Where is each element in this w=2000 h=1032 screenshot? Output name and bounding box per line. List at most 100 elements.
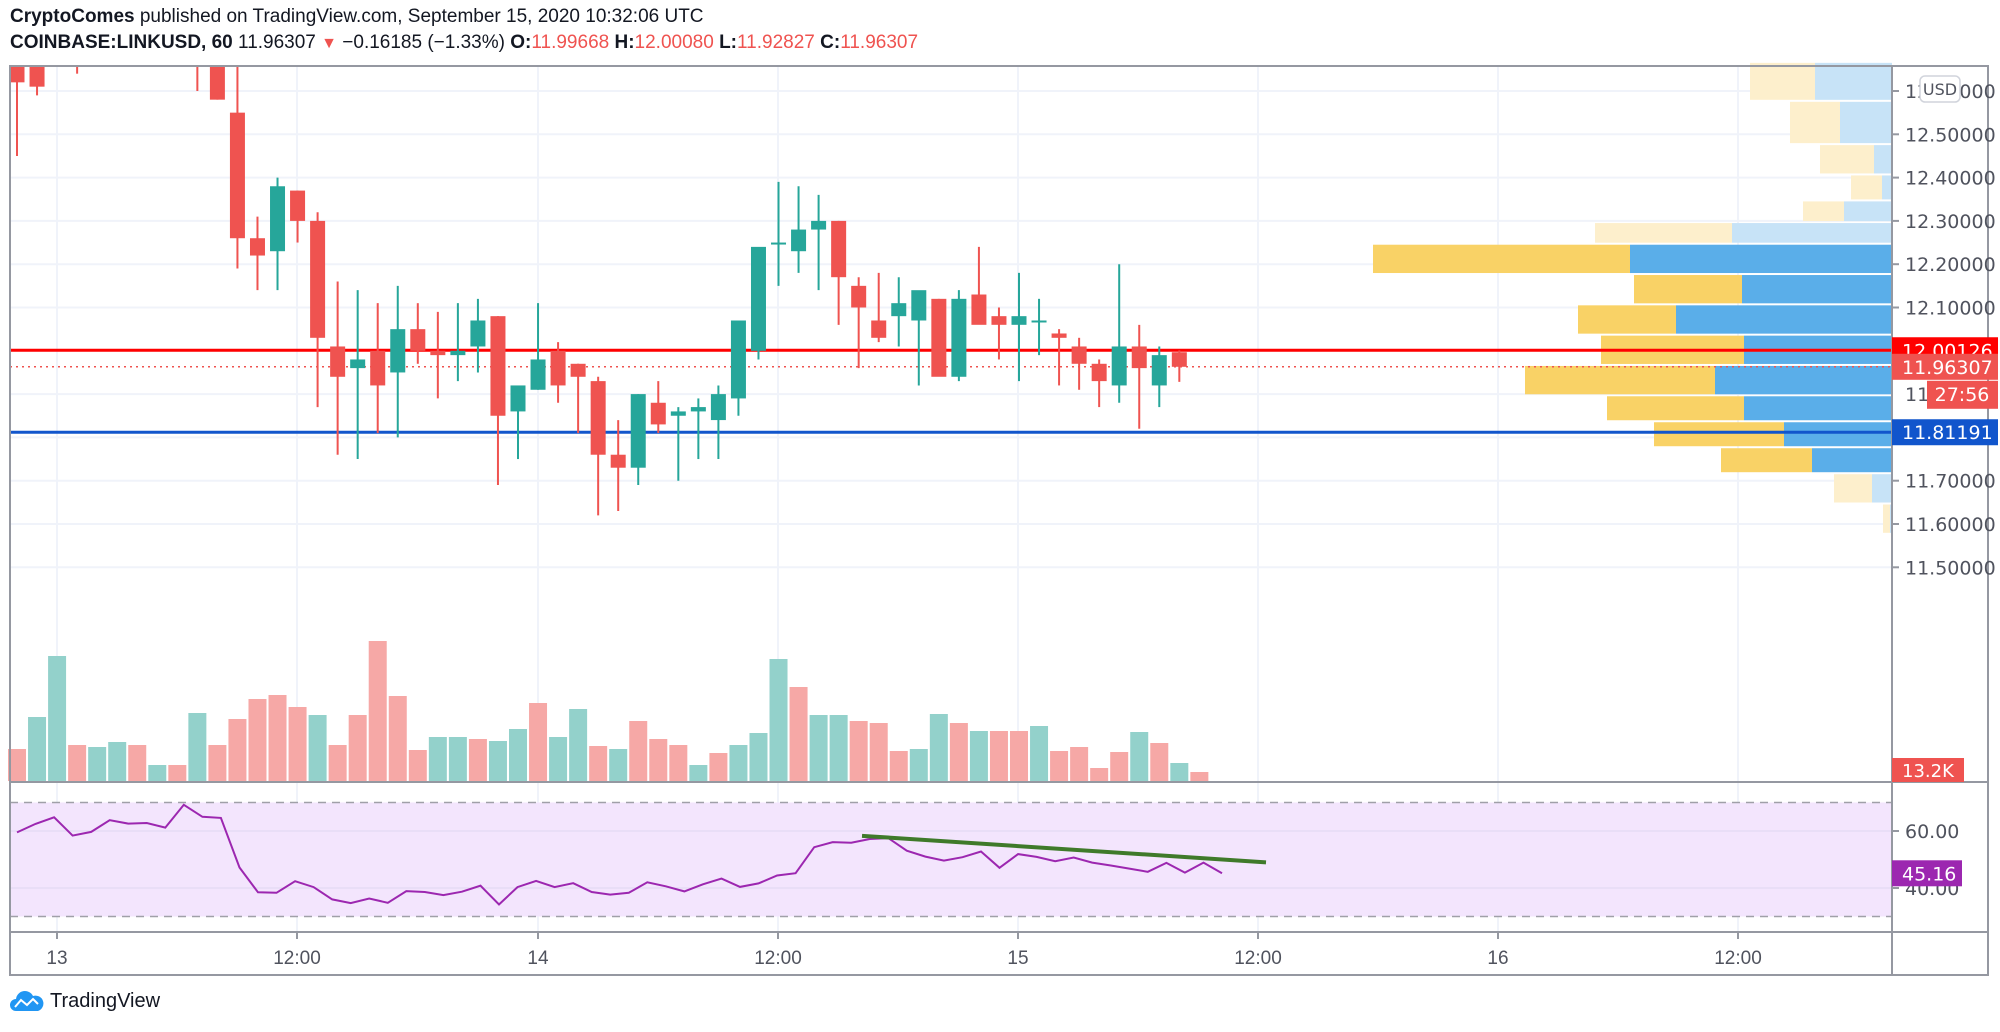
volume-bar <box>669 745 688 781</box>
volume-label-bg <box>1892 758 1964 782</box>
rsi-value-label: 45.16 <box>1902 863 1956 885</box>
volume-bar <box>829 715 848 781</box>
rsi-tick-label: 60.00 <box>1905 821 1959 843</box>
volume-bar <box>248 699 267 781</box>
candle-body <box>951 298 967 377</box>
volume-bar <box>448 737 467 781</box>
candle-body <box>249 238 265 256</box>
last-price: 11.96307 <box>238 32 316 53</box>
price-tick-label: 12.40000 <box>1905 168 1996 190</box>
candle-body <box>410 329 426 351</box>
brand-name: TradingView <box>50 990 161 1012</box>
volume-bar <box>609 749 628 781</box>
symbol-legend: COINBASE:LINKUSD, 60 11.96307 ▼ −0.16185… <box>10 32 918 54</box>
price-tick-label: 12.20000 <box>1905 254 1996 276</box>
volume-bar <box>729 745 748 781</box>
candle-body <box>170 43 185 47</box>
volume-profile-down-bar <box>1654 422 1784 447</box>
volume-bar <box>849 721 868 781</box>
high-label: H: <box>614 32 635 53</box>
time-tick-label: 12:00 <box>1714 948 1762 969</box>
volume-bar <box>929 714 948 781</box>
volume-profile-down-bar <box>1851 175 1882 200</box>
currency-button[interactable] <box>1919 75 1961 103</box>
candle-body <box>771 242 787 245</box>
candle-body <box>530 359 546 390</box>
volume-bar <box>869 723 888 781</box>
candle-body <box>1171 352 1187 367</box>
volume-profile-up-bar <box>1882 175 1892 200</box>
pane-borders <box>9 65 1989 976</box>
volume-profile-down-bar <box>1525 365 1715 395</box>
candle-body <box>150 48 165 50</box>
price-axis[interactable]: 12.6000012.5000012.4000012.3000012.20000… <box>1892 75 1998 900</box>
price-tick-label: 12.10000 <box>1905 298 1996 320</box>
support-price-label-bg <box>1892 419 1998 446</box>
candle-body <box>971 294 987 325</box>
candle-body <box>630 394 646 468</box>
countdown-label-bg <box>1927 380 1998 409</box>
volume-profile-up-bar <box>1812 448 1892 473</box>
volume-profile-up-bar <box>1844 201 1892 222</box>
price-tick-label: 11.60000 <box>1905 514 1996 536</box>
volume-bar <box>689 765 708 781</box>
volume-bar <box>468 739 487 781</box>
open-value: 11.99668 <box>531 32 610 53</box>
volume-bar <box>1190 772 1209 781</box>
volume-bar <box>649 739 668 781</box>
rsi-trendline[interactable] <box>861 833 1267 865</box>
volume-bar <box>108 742 127 781</box>
time-axis[interactable]: 13 12:00 14 12:00 15 12:00 16 12:00 <box>46 932 1762 969</box>
volume-profile-down-bar <box>1634 275 1742 304</box>
candle-body <box>430 350 446 356</box>
candle-body <box>891 303 907 317</box>
candle-body <box>310 220 326 338</box>
candle-body <box>590 381 606 455</box>
volume-bar <box>509 729 527 781</box>
volume-profile-up-bar <box>1815 62 1892 100</box>
price-tick-label: 11.50000 <box>1905 557 1996 579</box>
time-tick-label: 14 <box>527 948 549 969</box>
candle-body <box>70 48 85 52</box>
volume-profile-up-bar <box>1732 223 1892 243</box>
volume-profile-down-bar <box>1595 223 1732 243</box>
volume-bar <box>188 713 207 781</box>
currency-button-label: USD <box>1923 80 1957 99</box>
candlesticks <box>10 43 1187 516</box>
candle-body <box>730 320 746 399</box>
last-price-label: 11.96307 <box>1902 357 1993 379</box>
volume-bar <box>769 659 788 781</box>
horizontal-lines[interactable] <box>10 348 1892 434</box>
high-value: 12.00080 <box>634 32 714 53</box>
candle-body <box>390 329 406 373</box>
candle-body <box>330 346 346 377</box>
candle-body <box>450 350 466 356</box>
volume-bar <box>148 765 167 781</box>
candle-body <box>1051 333 1067 338</box>
candle-body <box>811 220 827 230</box>
tradingview-logo[interactable]: TradingView <box>10 990 160 1013</box>
volume-bar <box>589 746 608 781</box>
candle-body <box>470 320 486 347</box>
candle-body <box>1091 363 1107 382</box>
candle-body <box>290 190 306 221</box>
low-value: 11.92827 <box>737 32 815 53</box>
volume-bar <box>529 703 548 781</box>
candle-body <box>871 320 887 338</box>
candle-body <box>350 359 366 369</box>
volume-bar <box>1050 751 1069 781</box>
volume-profile-down-bar <box>1607 396 1744 421</box>
volume-bar <box>989 731 1008 781</box>
price-tick-label: 12.50000 <box>1905 124 1996 146</box>
volume-profile-down-bar <box>1834 474 1872 503</box>
volume-bar <box>488 741 507 781</box>
volume-profile-down-bar <box>1578 305 1676 334</box>
author-name: CryptoComes <box>10 6 135 27</box>
chart-canvas[interactable]: 12.6000012.5000012.4000012.3000012.20000… <box>0 0 2000 980</box>
volume-bar <box>308 715 327 781</box>
candle-body <box>1031 320 1047 323</box>
volume-bar <box>1010 731 1028 781</box>
close-value: 11.96307 <box>840 32 919 53</box>
rsi-value-label-bg <box>1892 860 1962 887</box>
volume-bar <box>909 749 928 781</box>
